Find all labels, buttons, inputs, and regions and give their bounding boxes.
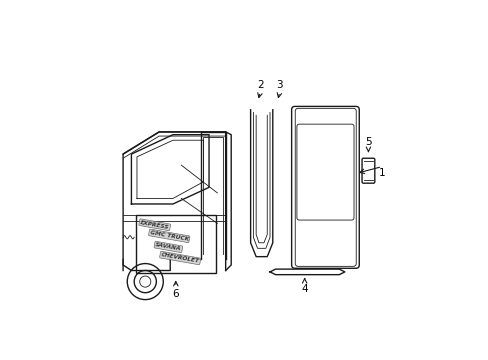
Text: 6: 6 <box>172 289 179 299</box>
Text: 2: 2 <box>257 80 263 90</box>
Text: CHEVROLET: CHEVROLET <box>160 252 200 264</box>
Bar <box>135 215 216 273</box>
Text: 1: 1 <box>378 168 385 179</box>
Text: SAVANA: SAVANA <box>155 242 182 252</box>
Text: 5: 5 <box>365 136 371 147</box>
Text: EXPRESS: EXPRESS <box>140 220 169 230</box>
Text: 4: 4 <box>301 284 307 293</box>
Text: GMC TRUCK: GMC TRUCK <box>149 230 188 242</box>
Text: 3: 3 <box>276 80 283 90</box>
